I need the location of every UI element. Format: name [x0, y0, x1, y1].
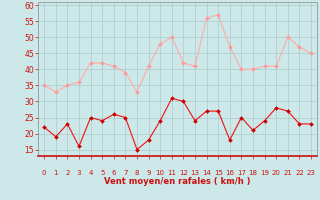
X-axis label: Vent moyen/en rafales ( km/h ): Vent moyen/en rafales ( km/h )	[104, 177, 251, 186]
